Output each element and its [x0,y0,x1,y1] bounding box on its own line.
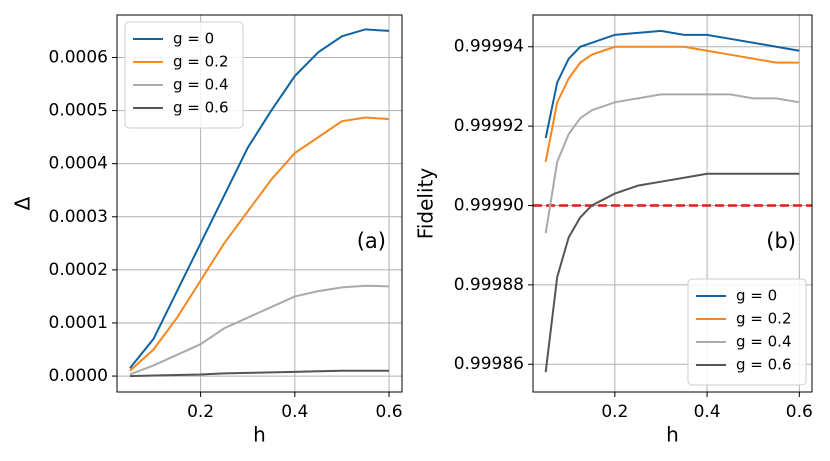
y-tick-label: 0.0002 [49,260,108,280]
y-tick-label: 0.0004 [49,154,108,174]
legend-label: g = 0.2 [173,53,228,71]
annotation: (b) [766,229,796,253]
line-series [129,369,390,378]
line-series [544,172,800,373]
x-axis-label: h [666,423,679,447]
legend-box [687,278,807,386]
legend-box [124,21,244,129]
y-tick-label: 0.0006 [49,47,108,67]
y-tick-label: 0.99988 [454,275,524,295]
plot-frame [116,14,403,393]
x-axis-label: h [253,423,266,447]
x-tick-label: 0.4 [694,402,721,422]
legend-label: g = 0.6 [736,356,791,374]
y-tick-label: 0.99994 [454,37,524,57]
line-series [544,29,800,139]
y-tick-label: 0.99990 [454,195,524,215]
y-tick-label: 0.0001 [49,313,108,333]
x-tick-label: 0.6 [786,402,813,422]
y-tick-label: 0.0005 [49,101,108,121]
line-series [129,28,390,369]
y-axis-label: Fidelity [414,168,438,240]
x-tick-label: 0.4 [281,402,308,422]
annotation: (a) [357,229,386,253]
y-axis-label: Δ [11,196,35,210]
plot-frame [532,14,813,393]
legend-label: g = 0.4 [736,333,791,351]
y-tick-label: 0.0003 [49,207,108,227]
legend-label: g = 0.6 [173,99,228,117]
line-series [544,93,800,234]
legend-label: g = 0.2 [736,310,791,328]
legend-label: g = 0.4 [173,76,228,94]
y-tick-label: 0.0000 [49,366,108,386]
line-series [544,45,800,163]
x-tick-label: 0.2 [601,402,628,422]
x-tick-label: 0.2 [187,402,214,422]
legend-label: g = 0 [736,287,777,305]
x-tick-label: 0.6 [376,402,403,422]
line-series [129,116,390,372]
y-tick-label: 0.99992 [454,116,524,136]
legend-label: g = 0 [173,30,214,48]
y-tick-label: 0.99986 [454,354,524,374]
line-series [129,284,390,376]
